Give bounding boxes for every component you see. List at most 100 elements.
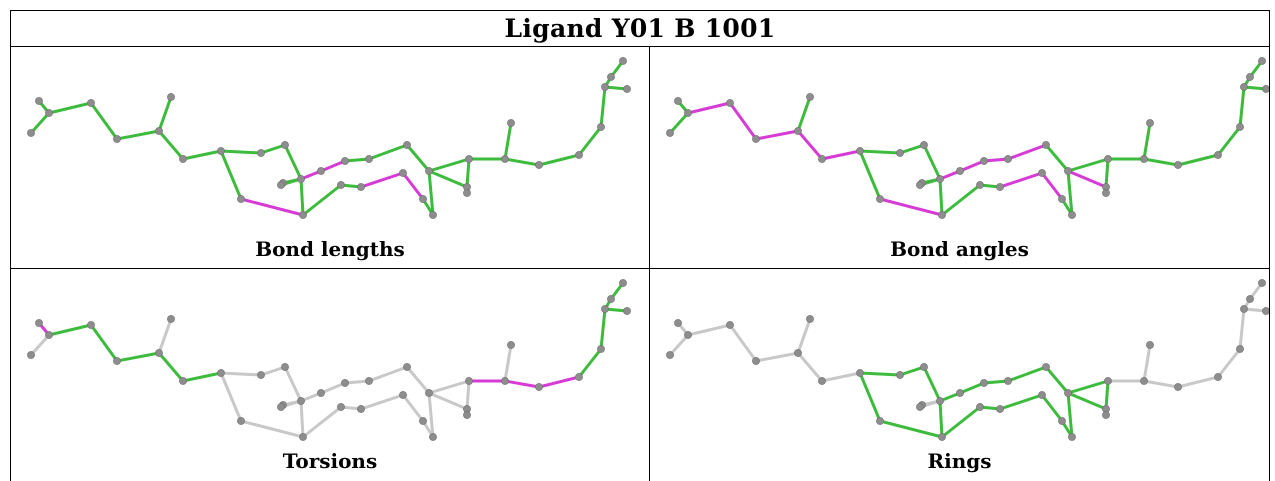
atom <box>1042 363 1050 371</box>
bond <box>239 197 305 217</box>
bond <box>938 399 944 439</box>
atom <box>806 315 814 323</box>
bond <box>157 351 185 383</box>
frame-top <box>10 10 1270 11</box>
atom <box>1004 155 1012 163</box>
ligand-title: Ligand Y01 B 1001 <box>504 13 776 43</box>
atom <box>501 377 509 385</box>
bond <box>796 351 824 383</box>
atom <box>297 175 305 183</box>
atom <box>425 167 433 175</box>
atom <box>399 391 407 399</box>
molecule-bond-lengths <box>27 57 631 219</box>
atom <box>507 119 515 127</box>
atom <box>1246 295 1254 303</box>
atom <box>113 135 121 143</box>
atom <box>399 169 407 177</box>
atom <box>916 181 924 189</box>
bond <box>940 183 982 217</box>
atom <box>337 403 345 411</box>
bond <box>47 101 93 115</box>
atom <box>365 377 373 385</box>
bond <box>1066 391 1108 411</box>
atom <box>623 307 631 315</box>
atom <box>167 315 175 323</box>
bond <box>1238 307 1246 351</box>
atom <box>684 331 692 339</box>
atom <box>619 279 627 287</box>
panel-torsions: Torsions <box>11 269 649 481</box>
bond <box>599 307 607 351</box>
atom <box>1214 151 1222 159</box>
bond <box>1104 157 1110 189</box>
atom <box>938 211 946 219</box>
atom <box>1104 155 1112 163</box>
bond <box>858 371 882 423</box>
atom <box>996 405 1004 413</box>
atom <box>601 83 609 91</box>
bond <box>259 143 287 155</box>
atom <box>980 157 988 165</box>
bond <box>940 405 982 439</box>
bond <box>668 111 690 135</box>
atom <box>1058 417 1066 425</box>
atom <box>299 211 307 219</box>
bond <box>1066 169 1074 217</box>
atom <box>601 305 609 313</box>
bond <box>219 371 263 377</box>
bond <box>998 393 1044 411</box>
atom <box>403 363 411 371</box>
bond <box>668 333 690 357</box>
bond <box>299 177 305 217</box>
atom <box>429 211 437 219</box>
atom <box>1068 433 1076 441</box>
atom <box>575 373 583 381</box>
atom <box>916 403 924 411</box>
atom <box>1262 307 1269 315</box>
atom <box>1102 411 1110 419</box>
atom <box>666 351 674 359</box>
bond <box>367 143 409 161</box>
bond <box>301 405 343 439</box>
panel-caption: Torsions <box>282 449 378 473</box>
bond <box>181 149 223 161</box>
atom <box>341 379 349 387</box>
atom <box>365 155 373 163</box>
atom <box>217 147 225 155</box>
title-divider <box>10 46 1270 47</box>
atom <box>896 149 904 157</box>
bond <box>359 393 405 411</box>
atom <box>465 377 473 385</box>
bond <box>219 149 263 155</box>
atom <box>341 157 349 165</box>
atom <box>257 149 265 157</box>
atom <box>876 417 884 425</box>
bond <box>1238 85 1246 129</box>
atom <box>429 433 437 441</box>
atom <box>419 195 427 203</box>
bond <box>259 365 287 377</box>
panel-caption: Bond angles <box>890 237 1029 261</box>
bond <box>283 365 303 403</box>
bond <box>503 157 541 167</box>
bond <box>405 365 431 395</box>
atom <box>465 155 473 163</box>
bond <box>1066 391 1074 439</box>
bond <box>283 143 303 181</box>
bond <box>427 157 471 173</box>
atom <box>257 371 265 379</box>
bond <box>503 379 541 389</box>
bond <box>115 351 161 363</box>
bond <box>47 323 93 337</box>
atom <box>217 369 225 377</box>
atom <box>976 181 984 189</box>
bond <box>157 95 173 133</box>
row-divider <box>10 268 1270 269</box>
atom <box>896 371 904 379</box>
atom <box>1262 85 1269 93</box>
bond <box>427 391 435 439</box>
atom <box>317 167 325 175</box>
atom <box>1174 161 1182 169</box>
bond <box>922 365 942 403</box>
panel-bond-angles: Bond angles <box>650 47 1269 268</box>
